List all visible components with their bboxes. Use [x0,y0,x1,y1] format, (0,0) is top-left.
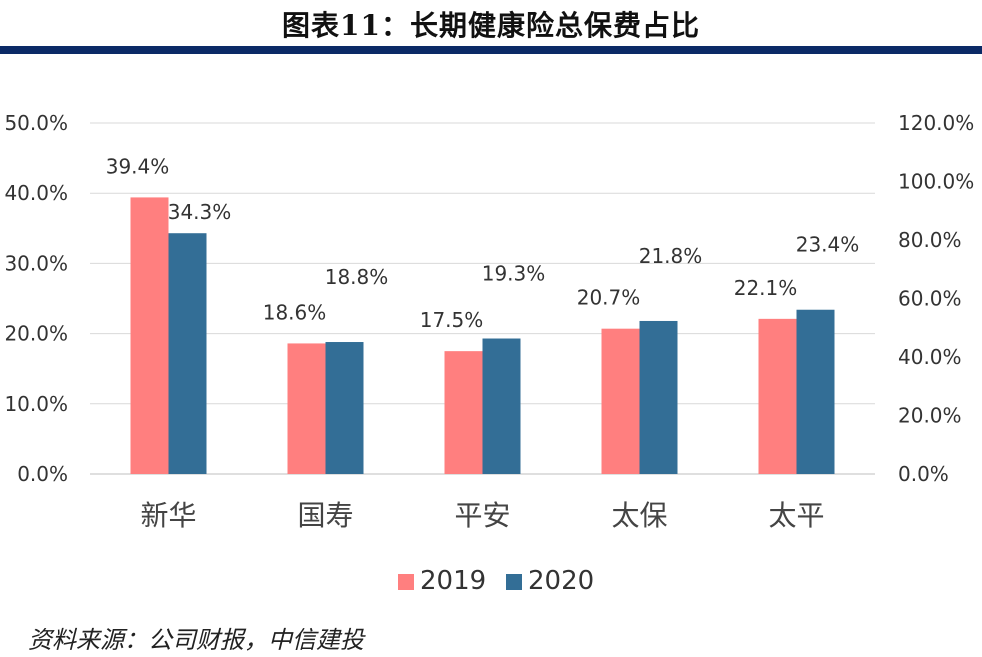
x-axis: 新华 国寿 平安 太保 太平 [140,499,824,532]
legend-label: 2019 [420,566,486,596]
data-label: 23.4% [796,233,860,257]
x-tick-label: 平安 [454,499,510,532]
bar-2020 [796,309,835,474]
bar-2020 [168,233,207,474]
y-tick-label-right: 60.0% [898,287,962,311]
data-label: 34.3% [168,200,232,224]
y-tick-label-left: 50.0% [4,111,68,135]
y-tick-label-right: 20.0% [898,404,962,428]
y-tick-label-right: 100.0% [898,170,974,194]
data-label: 19.3% [482,262,546,286]
legend: 2019 2020 [398,566,594,596]
x-tick-label: 太平 [768,499,824,532]
x-tick-label: 太保 [611,499,667,532]
y-tick-label-right: 80.0% [898,228,962,252]
data-label: 18.6% [263,300,327,324]
data-label: 39.4% [106,154,170,178]
data-label: 17.5% [420,308,484,332]
data-label: 18.8% [325,265,389,289]
data-labels: 39.4% 34.3% 18.6% 18.8% 17.5% 19.3% 20.7% 21.8%… [106,154,860,332]
title-divider [0,46,982,54]
bar-2019 [130,197,169,475]
legend-swatch-2020 [506,574,522,590]
y-axis-right: 0.0% 20.0% 40.0% 60.0% 80.0% 100.0% 120.0% [898,111,974,486]
y-tick-label-right: 40.0% [898,345,962,369]
y-tick-label-right: 0.0% [898,462,949,486]
y-tick-label-left: 20.0% [4,322,68,346]
bar-2020 [639,320,678,474]
legend-swatch-2019 [398,574,414,590]
y-tick-label-right: 120.0% [898,111,974,135]
data-label: 22.1% [734,276,798,300]
bar-chart: 0.0% 10.0% 20.0% 30.0% 40.0% 50.0% 0.0% 20.0% 4… [4,111,974,596]
data-label: 21.8% [639,244,703,268]
bar-2019 [444,351,483,474]
x-tick-label: 新华 [140,499,196,532]
y-axis-left: 0.0% 10.0% 20.0% 30.0% 40.0% 50.0% [4,111,68,486]
y-tick-label-left: 30.0% [4,251,68,275]
data-label: 20.7% [577,286,641,310]
bar-2020 [482,338,521,474]
bar-2019 [758,318,797,474]
legend-label: 2020 [528,566,594,596]
x-tick-label: 国寿 [297,499,353,532]
bar-2019 [601,328,640,474]
source-note: 资料来源：公司财报，中信建投 [28,626,364,654]
chart-title: 图表11：长期健康险总保费占比 [282,9,700,42]
y-tick-label-left: 40.0% [4,181,68,205]
y-tick-label-left: 0.0% [17,462,68,486]
y-tick-label-left: 10.0% [4,392,68,416]
bar-2019 [287,343,326,474]
bar-2020 [325,342,364,474]
bars [130,197,835,475]
